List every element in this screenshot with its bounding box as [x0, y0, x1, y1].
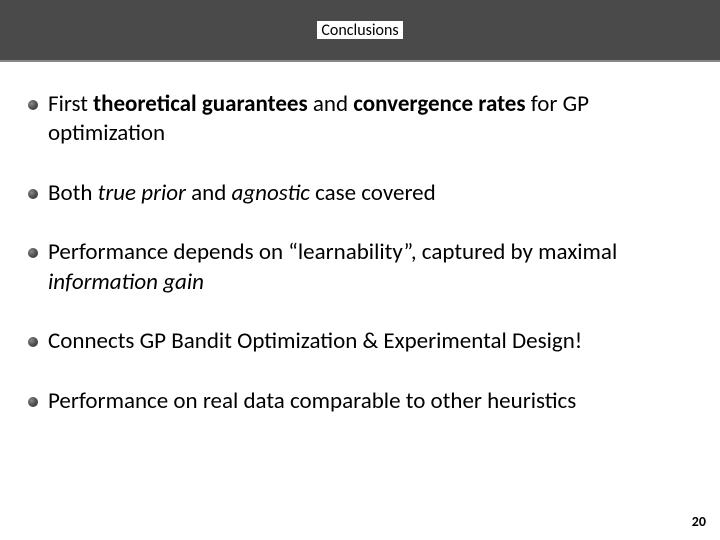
bullet-text: Performance on real data comparable to o… [48, 387, 692, 416]
bullet-item: Connects GP Bandit Optimization & Experi… [28, 327, 692, 356]
title-bar: Conclusions [0, 0, 720, 62]
bullet-text: Both true prior and agnostic case covere… [48, 179, 692, 208]
slide-title: Conclusions [317, 21, 402, 40]
bullet-item: First theoretical guarantees and converg… [28, 90, 692, 149]
bullet-icon [28, 100, 38, 110]
slide-content: First theoretical guarantees and converg… [0, 62, 720, 416]
page-number: 20 [692, 513, 706, 530]
bullet-item: Performance depends on “learnability”, c… [28, 238, 692, 297]
bullet-icon [28, 189, 38, 199]
bullet-icon [28, 397, 38, 407]
bullet-item: Performance on real data comparable to o… [28, 387, 692, 416]
bullet-text: Connects GP Bandit Optimization & Experi… [48, 327, 692, 356]
bullet-icon [28, 337, 38, 347]
bullet-text: First theoretical guarantees and converg… [48, 90, 692, 149]
bullet-icon [28, 248, 38, 258]
bullet-item: Both true prior and agnostic case covere… [28, 179, 692, 208]
bullet-text: Performance depends on “learnability”, c… [48, 238, 692, 297]
